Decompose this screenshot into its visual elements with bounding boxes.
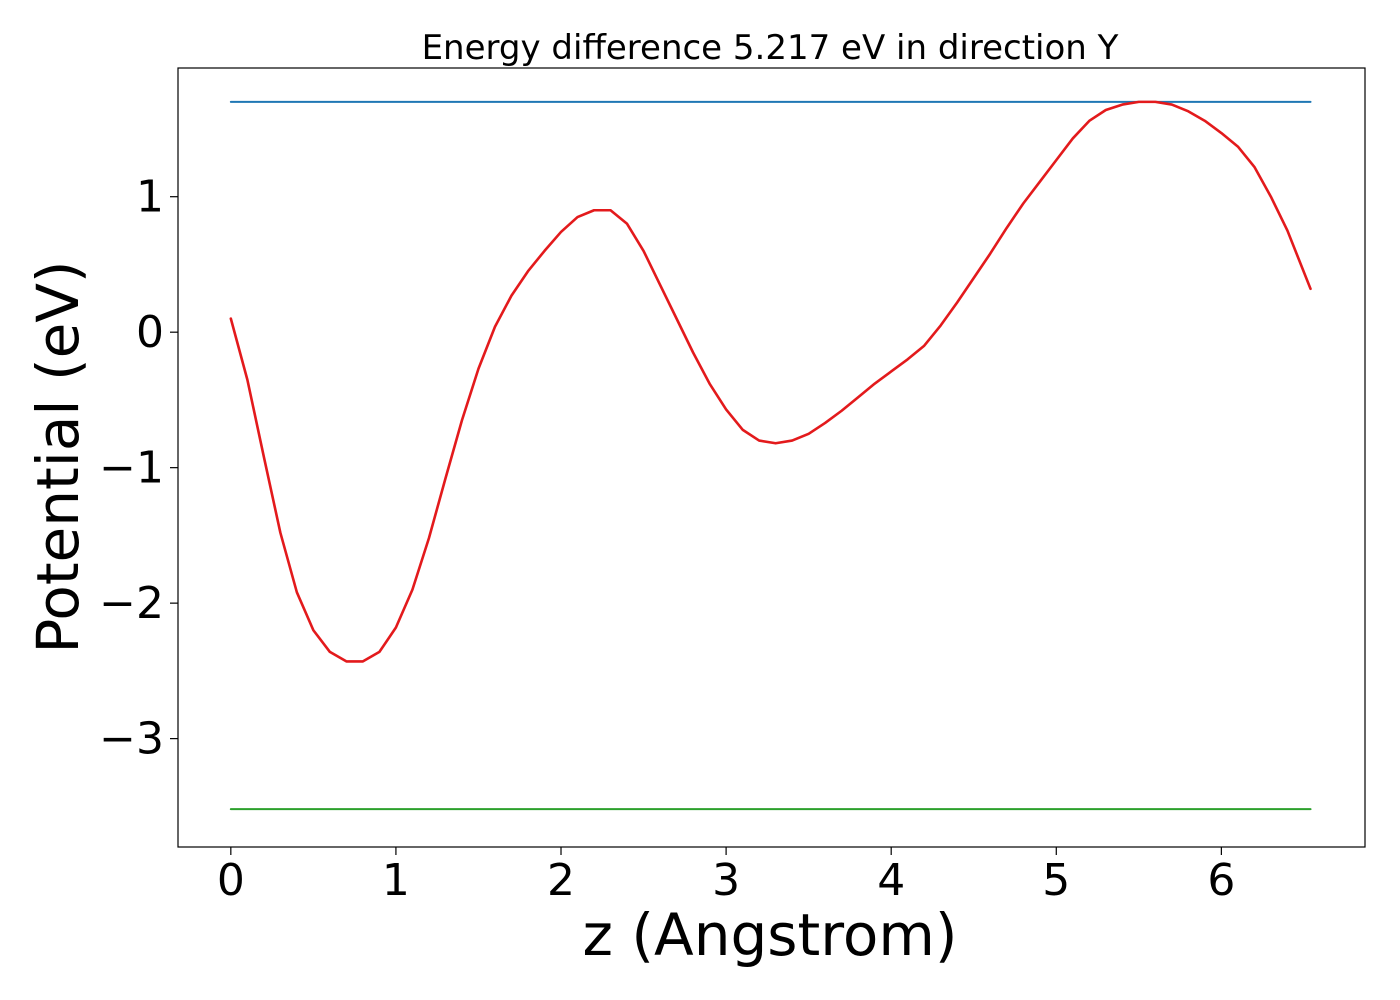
x-tick-label: 4 bbox=[877, 855, 905, 906]
series-line-3 bbox=[229, 100, 1312, 663]
chart-title: Energy difference 5.217 eV in direction … bbox=[422, 28, 1119, 68]
x-tick-label: 1 bbox=[382, 855, 410, 906]
y-tick-label: 1 bbox=[136, 172, 164, 223]
y-axis-title: Potential (eV) bbox=[24, 260, 92, 653]
y-tick-label: −2 bbox=[99, 578, 164, 629]
y-axis-ticks: 1 0 −1 −2 −3 bbox=[99, 172, 178, 765]
plot-frame bbox=[177, 67, 1366, 848]
x-tick-label: 5 bbox=[1042, 855, 1070, 906]
y-tick-label: −1 bbox=[99, 443, 164, 494]
x-axis-ticks: 0 1 2 3 4 5 6 bbox=[217, 847, 1235, 906]
x-axis-title: z (Angstrom) bbox=[583, 901, 958, 969]
x-tick-label: 0 bbox=[217, 855, 245, 906]
plot-series bbox=[229, 100, 1312, 811]
x-tick-label: 3 bbox=[712, 855, 740, 906]
x-tick-label: 2 bbox=[547, 855, 575, 906]
y-tick-label: −3 bbox=[99, 714, 164, 765]
y-tick-label: 0 bbox=[136, 307, 164, 358]
x-tick-label: 6 bbox=[1207, 855, 1235, 906]
